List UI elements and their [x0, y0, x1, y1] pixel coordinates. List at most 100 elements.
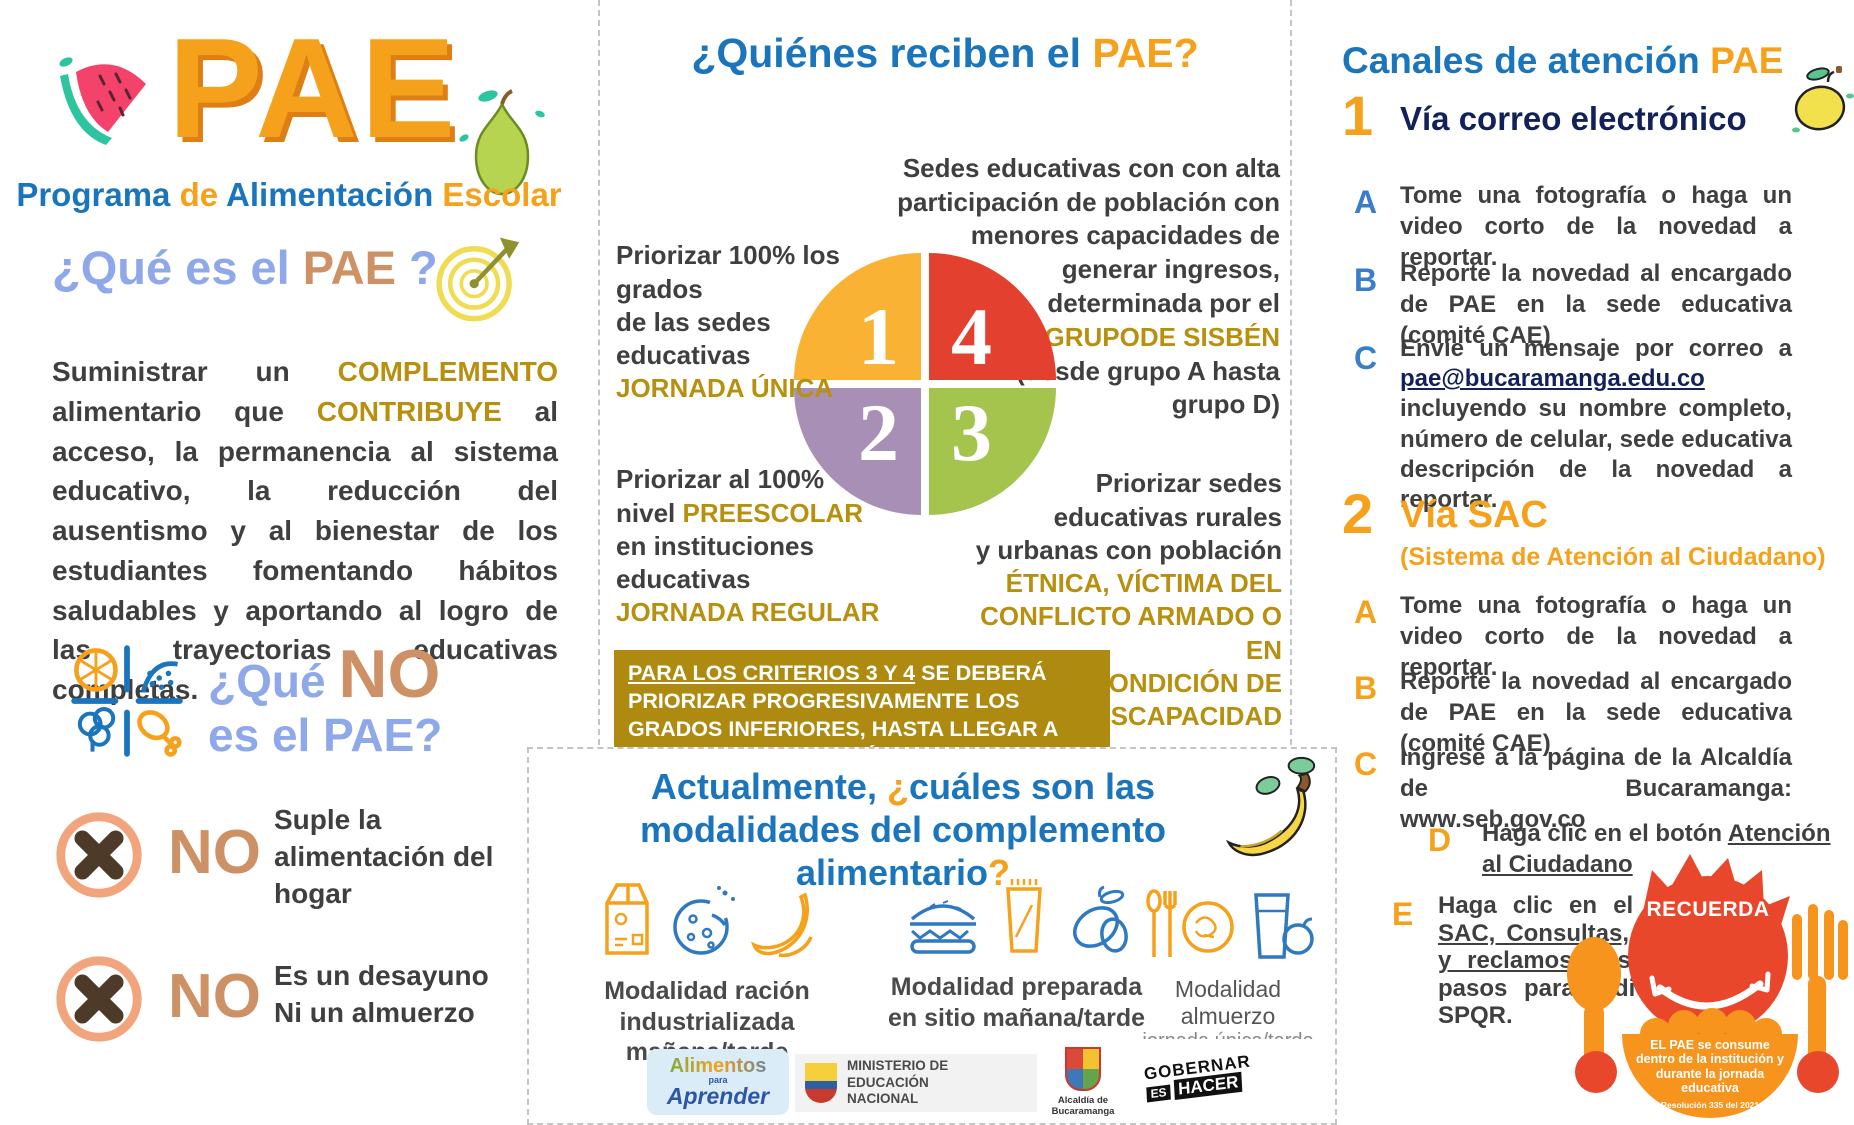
quienes-title-pae: PAE?	[1092, 30, 1199, 76]
ministerio-text-line2: NACIONAL	[847, 1091, 919, 1107]
step-letter-e: E	[1392, 896, 1414, 932]
priority-quadrant-chart: 1 4 2 3	[794, 253, 1056, 515]
no-label: NO	[168, 962, 261, 1031]
food-plate-icon	[58, 632, 196, 775]
criterion-3-text: Priorizar sedes educativas rurales y urb…	[952, 434, 1282, 733]
atencion-ciudadano-link[interactable]: Atención al Ciudadano	[1482, 820, 1831, 879]
body-keyword: CONTRIBUYE	[316, 395, 502, 427]
criterion-text: Sedes educativas con con alta participac…	[897, 152, 1280, 318]
quadrant-1-number: 1	[858, 291, 899, 382]
canales-title-text: Canales de atención	[1342, 40, 1711, 81]
step-letter-b: B	[1354, 670, 1378, 706]
quienes-title-text: ¿Quiénes reciben el	[691, 30, 1093, 76]
cookie-icon	[667, 885, 739, 966]
cross-circle-icon	[50, 806, 148, 909]
modalidades-title-qmark: ¿	[886, 766, 909, 807]
alimentos-logo-line1: Alimentos	[647, 1049, 789, 1076]
modality-2-label: Modalidad preparada en sitio mañana/tard…	[887, 973, 1146, 1032]
step-letter-b: B	[1354, 262, 1378, 298]
body-text: Suministrar un	[52, 356, 338, 387]
criterion-keyword: JORNADA REGULAR	[616, 597, 880, 628]
no-item-text: Suple la alimentación del hogar	[274, 804, 494, 909]
modalidades-panel: Actualmente, ¿cuáles son las modalidades…	[527, 747, 1337, 1125]
quadrant-4-number: 4	[951, 291, 992, 382]
que-no-heading-no: NO	[338, 636, 441, 712]
milk-carton-icon	[595, 877, 657, 966]
step-letter-c: C	[1354, 746, 1378, 782]
body-text: alimentario que	[52, 395, 317, 427]
modality-group-1: Modalidad ración industrializada mañana/…	[539, 877, 875, 1068]
bucaramanga-crest-icon	[1065, 1047, 1101, 1091]
step-text: Tome una fotografía o haga un video cort…	[1400, 182, 1792, 272]
quadrant-3-number: 3	[951, 387, 992, 478]
que-no-heading-text2: es el PAE?	[208, 709, 443, 761]
banner-lead: PARA LOS CRITERIOS 3 Y 4	[628, 661, 916, 685]
canales-title-pae: PAE	[1710, 40, 1784, 81]
lemon-icon	[1788, 56, 1854, 145]
section-2-title: Vía SAC	[1400, 494, 1548, 536]
step-text: Tome una fotografía o haga un video cort…	[1400, 592, 1792, 682]
modalidades-title: Actualmente, ¿cuáles son las modalidades…	[541, 765, 1265, 895]
step-text: Reporte la novedad al encargado de PAE e…	[1400, 260, 1792, 350]
section-2-subtitle: (Sistema de Atención al Ciudadano)	[1400, 543, 1826, 571]
mango-icon	[1062, 885, 1134, 962]
pae-email-link[interactable]: pae@bucaramanga.edu.co	[1400, 365, 1705, 393]
banana-small-icon	[749, 885, 819, 966]
recuerda-illustration	[1567, 854, 1848, 1118]
ministerio-text-line1: MINISTERIO DE EDUCACIÓN	[847, 1057, 949, 1090]
program-subtitle: Programa de Alimentación Escolar	[6, 176, 572, 214]
criterion-keyword: JORNADA ÚNICA	[616, 373, 834, 404]
alimentos-logo-line3: Aprender	[666, 1083, 770, 1109]
no-item-text: Es un desayuno Ni un almuerzo	[274, 960, 489, 1028]
subtitle-word: Alimentación	[226, 176, 443, 213]
pear-icon	[452, 86, 552, 209]
criterion-keyword: GRUPODE SISBÉN	[1044, 321, 1281, 352]
step-letter-c: C	[1354, 340, 1378, 376]
modalidades-title-qmark: ?	[988, 852, 1011, 894]
modality-3-icons	[1127, 887, 1329, 968]
modality-3-label: Modalidad almuerzo	[1174, 976, 1282, 1029]
watermelon-icon	[52, 46, 160, 151]
subtitle-word: Programa	[16, 176, 180, 213]
que-no-heading-text: ¿Qué	[208, 655, 339, 707]
criterion-text: Priorizar sedes educativas rurales y urb…	[975, 468, 1282, 565]
gobernar-es-chip: ES	[1146, 1084, 1171, 1102]
step-text-part: Haga clic en el botón	[1482, 820, 1728, 847]
alcaldia-bucaramanga-logo: Alcaldía de Bucaramanga	[1043, 1047, 1123, 1118]
recuerda-graphic: RECUERDA EL PAE se consume dentro de la …	[1556, 842, 1854, 1124]
sandwich-icon	[900, 891, 986, 962]
que-es-heading-qmark: ?	[395, 241, 438, 294]
target-dart-icon	[430, 234, 522, 331]
step-letter-d: D	[1428, 822, 1452, 858]
que-es-heading-text: ¿Qué es el	[52, 241, 303, 294]
quadrant-1: 1	[794, 253, 921, 380]
step-letter-a: A	[1354, 184, 1378, 220]
recuerda-resolution: Resolución 335 del 2021	[1660, 1100, 1760, 1110]
step-text: Envíe un mensaje por correo a	[1400, 335, 1792, 362]
no-label: NO	[168, 818, 261, 887]
modalidades-title-text: Actualmente,	[650, 766, 887, 807]
section-1-number: 1	[1342, 84, 1374, 147]
criterion-text: en instituciones educativas	[616, 530, 814, 595]
modality-3-clipped-line: jornada única/tarde	[1127, 1030, 1329, 1039]
modality-1-icons	[539, 877, 875, 966]
step-text-email-block: Envíe un mensaje por correo a pae@bucara…	[1400, 334, 1792, 515]
oat-drink-icon	[996, 877, 1052, 962]
step-text: Haga clic en el botón Atención al Ciudad…	[1482, 818, 1844, 880]
gobernar-es-hacer-logo: GOBERNAR ES HACER	[1143, 1052, 1254, 1103]
modality-group-2: Modalidad preparada en sitio mañana/tard…	[874, 877, 1159, 1033]
alimentos-logo-line2: para	[708, 1075, 728, 1085]
ministerio-educacion-logo: MINISTERIO DE EDUCACIÓN NACIONAL	[795, 1054, 1037, 1112]
subtitle-word: de	[179, 176, 227, 213]
section-1-title: Vía correo electrónico	[1400, 100, 1747, 137]
banana-icon	[1207, 751, 1325, 876]
criterion-keyword: PREESCOLAR	[682, 497, 864, 528]
que-es-heading: ¿Qué es el PAE ?	[52, 240, 438, 295]
modality-group-3: Modalidad almuerzo jornada única/tarde	[1127, 887, 1329, 1039]
body-keyword: COMPLEMENTO	[337, 356, 558, 387]
quienes-panel: ¿Quiénes reciben el PAE? Sedes educativa…	[598, 0, 1292, 838]
quadrant-4: 4	[929, 253, 1056, 380]
que-es-heading-pae: PAE	[302, 241, 396, 294]
step-text: Ingrese a la página de la Alcaldía de Bu…	[1400, 744, 1792, 834]
